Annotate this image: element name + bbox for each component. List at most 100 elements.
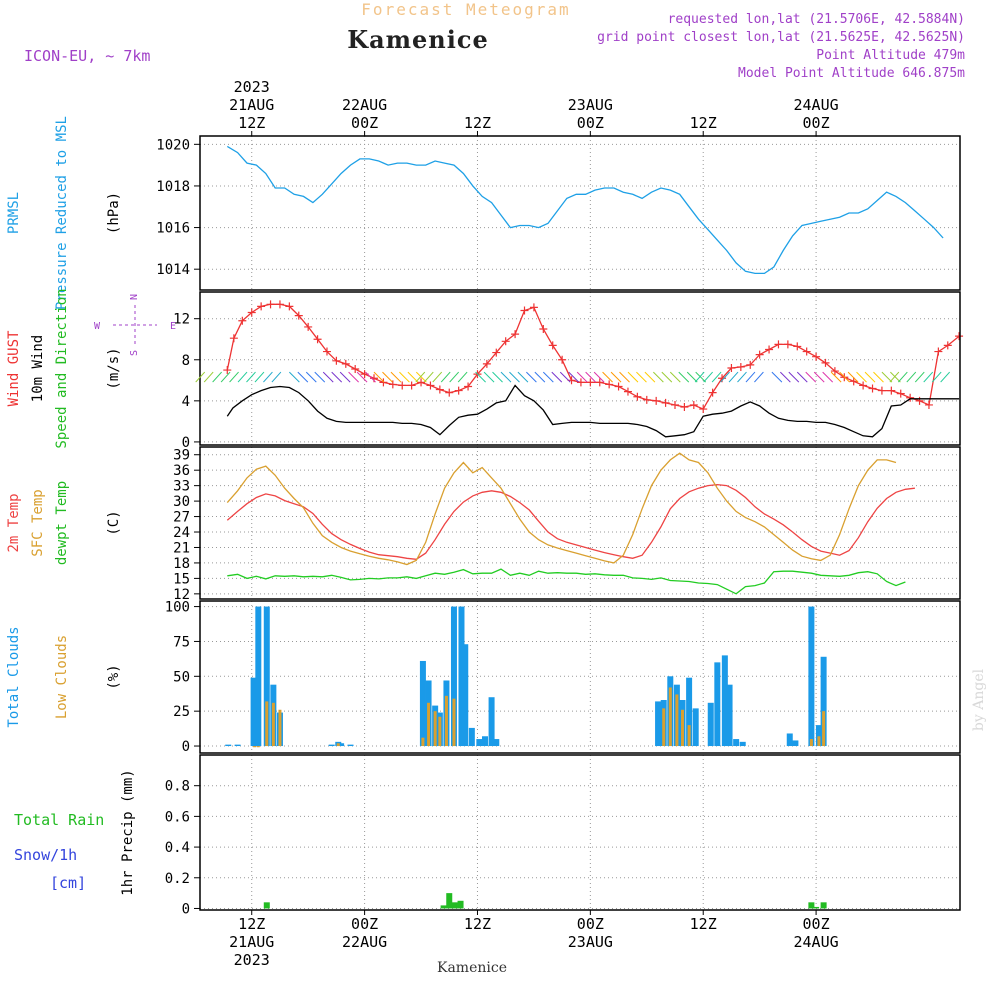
gust-point: [454, 386, 463, 395]
bottom-time-label: 23AUG: [568, 933, 613, 951]
wind-barb: [483, 371, 495, 383]
wind-barb: [669, 371, 681, 383]
wind-barb: [890, 371, 901, 383]
wind-barb: [839, 371, 850, 383]
gust-point: [304, 322, 313, 331]
point-altitude: Point Altitude 479m: [816, 48, 965, 63]
panel-frame: [199, 291, 961, 446]
gust-point: [548, 341, 557, 350]
gust-point: [426, 381, 435, 390]
wind-barb: [373, 371, 385, 383]
wind-barb: [457, 371, 468, 383]
gust-point: [482, 359, 491, 368]
wind-barb: [576, 371, 588, 383]
panel-pressure: 1014 1016 1018 1020 PRMSL Pressure Reduced to…: [6, 116, 961, 310]
wind-barb: [745, 371, 756, 383]
wind-barb: [822, 371, 834, 383]
compass-e: E: [170, 321, 176, 332]
data-bar: [263, 902, 270, 909]
series-line: [226, 303, 960, 410]
wind-barb: [805, 371, 817, 383]
data-bar: [675, 694, 679, 747]
gust-point: [492, 348, 501, 357]
data-bar: [817, 736, 821, 747]
gust-point: [539, 324, 548, 333]
top-time-label: 23AUG: [568, 96, 613, 114]
top-time-label: 21AUG: [229, 96, 274, 114]
gust-point: [877, 386, 886, 395]
wind-barb: [390, 371, 402, 383]
data-bar: [234, 744, 241, 747]
gust-point: [285, 302, 294, 311]
y-axis-label: (hPa): [106, 192, 122, 234]
model-label: ICON-EU, ~ 7km: [24, 47, 150, 65]
wind-barb: [619, 371, 630, 383]
data-bar: [808, 606, 815, 747]
y-tick-label: 1018: [156, 179, 190, 195]
y-axis-label: PRMSL: [6, 192, 22, 234]
wind-barb: [271, 371, 282, 383]
y-tick-label: 12: [173, 587, 190, 603]
gust-point: [896, 389, 905, 398]
wind-barb: [585, 371, 596, 383]
gust-point: [313, 335, 322, 344]
data-bar: [458, 606, 465, 747]
wind-barb: [492, 371, 503, 383]
gust-point: [661, 398, 670, 407]
data-bar: [438, 716, 442, 747]
compass-s: S: [129, 350, 140, 356]
panel-precip: 0 0.2 0.4 0.6 0.8 1hr Precip (mm) Total Rain Sn…: [14, 754, 961, 917]
y-axis-label: (C): [106, 510, 122, 535]
wind-barb: [856, 371, 867, 383]
gust-point: [924, 400, 933, 409]
top-time-label: 00Z: [351, 114, 378, 132]
y-tick-label: 36: [173, 463, 190, 479]
gust-point: [379, 378, 388, 387]
data-bar: [786, 733, 793, 747]
panel-clouds: 0 25 50 75 100 Total Clouds Low Clouds (%): [6, 600, 961, 755]
data-bar: [225, 744, 232, 747]
y-axis-label: 1hr Precip (mm): [120, 769, 136, 895]
wind-barb: [203, 371, 214, 383]
y-tick-label: 24: [173, 525, 190, 541]
data-bar: [655, 701, 662, 747]
wind-barb: [830, 371, 842, 383]
y-axis-label: Speed and Direction: [54, 288, 70, 448]
top-time-label: 22AUG: [342, 96, 387, 114]
y-tick-label: 21: [173, 540, 190, 556]
y-axis-label: Low Clouds: [54, 635, 70, 719]
data-bar: [493, 739, 500, 747]
legend-snow-unit: [cm]: [50, 874, 86, 892]
series-line: [227, 568, 906, 595]
wind-barb: [314, 371, 326, 383]
bottom-time-label: 00Z: [577, 915, 604, 933]
panel-wind: 0 4 8 12 Wind GUST 10m Wind Speed and Directio…: [6, 288, 964, 451]
wind-barb: [542, 371, 554, 383]
gust-point: [275, 300, 284, 309]
gust-point: [812, 352, 821, 361]
wind-barb: [551, 371, 563, 383]
data-bar: [813, 906, 820, 909]
gust-point: [943, 341, 952, 350]
data-bar: [253, 746, 257, 748]
wind-barb: [864, 371, 876, 383]
y-tick-label: 1014: [156, 262, 190, 278]
wind-barb: [237, 371, 248, 383]
data-bar: [347, 744, 354, 747]
bottom-time-label: 22AUG: [342, 933, 387, 951]
chart-subtitle: Forecast Meteogram: [361, 0, 570, 19]
gust-point: [859, 381, 868, 390]
wind-barb: [212, 371, 223, 383]
wind-barb: [602, 371, 613, 383]
y-tick-label: 33: [173, 479, 190, 495]
gust-point: [266, 300, 275, 309]
gust-point: [247, 308, 256, 317]
data-bar: [714, 662, 721, 747]
y-tick-label: 12: [173, 312, 190, 328]
gust-point: [388, 380, 397, 389]
gust-point: [223, 366, 232, 375]
wind-barb: [881, 371, 893, 383]
wind-barb: [500, 371, 512, 383]
